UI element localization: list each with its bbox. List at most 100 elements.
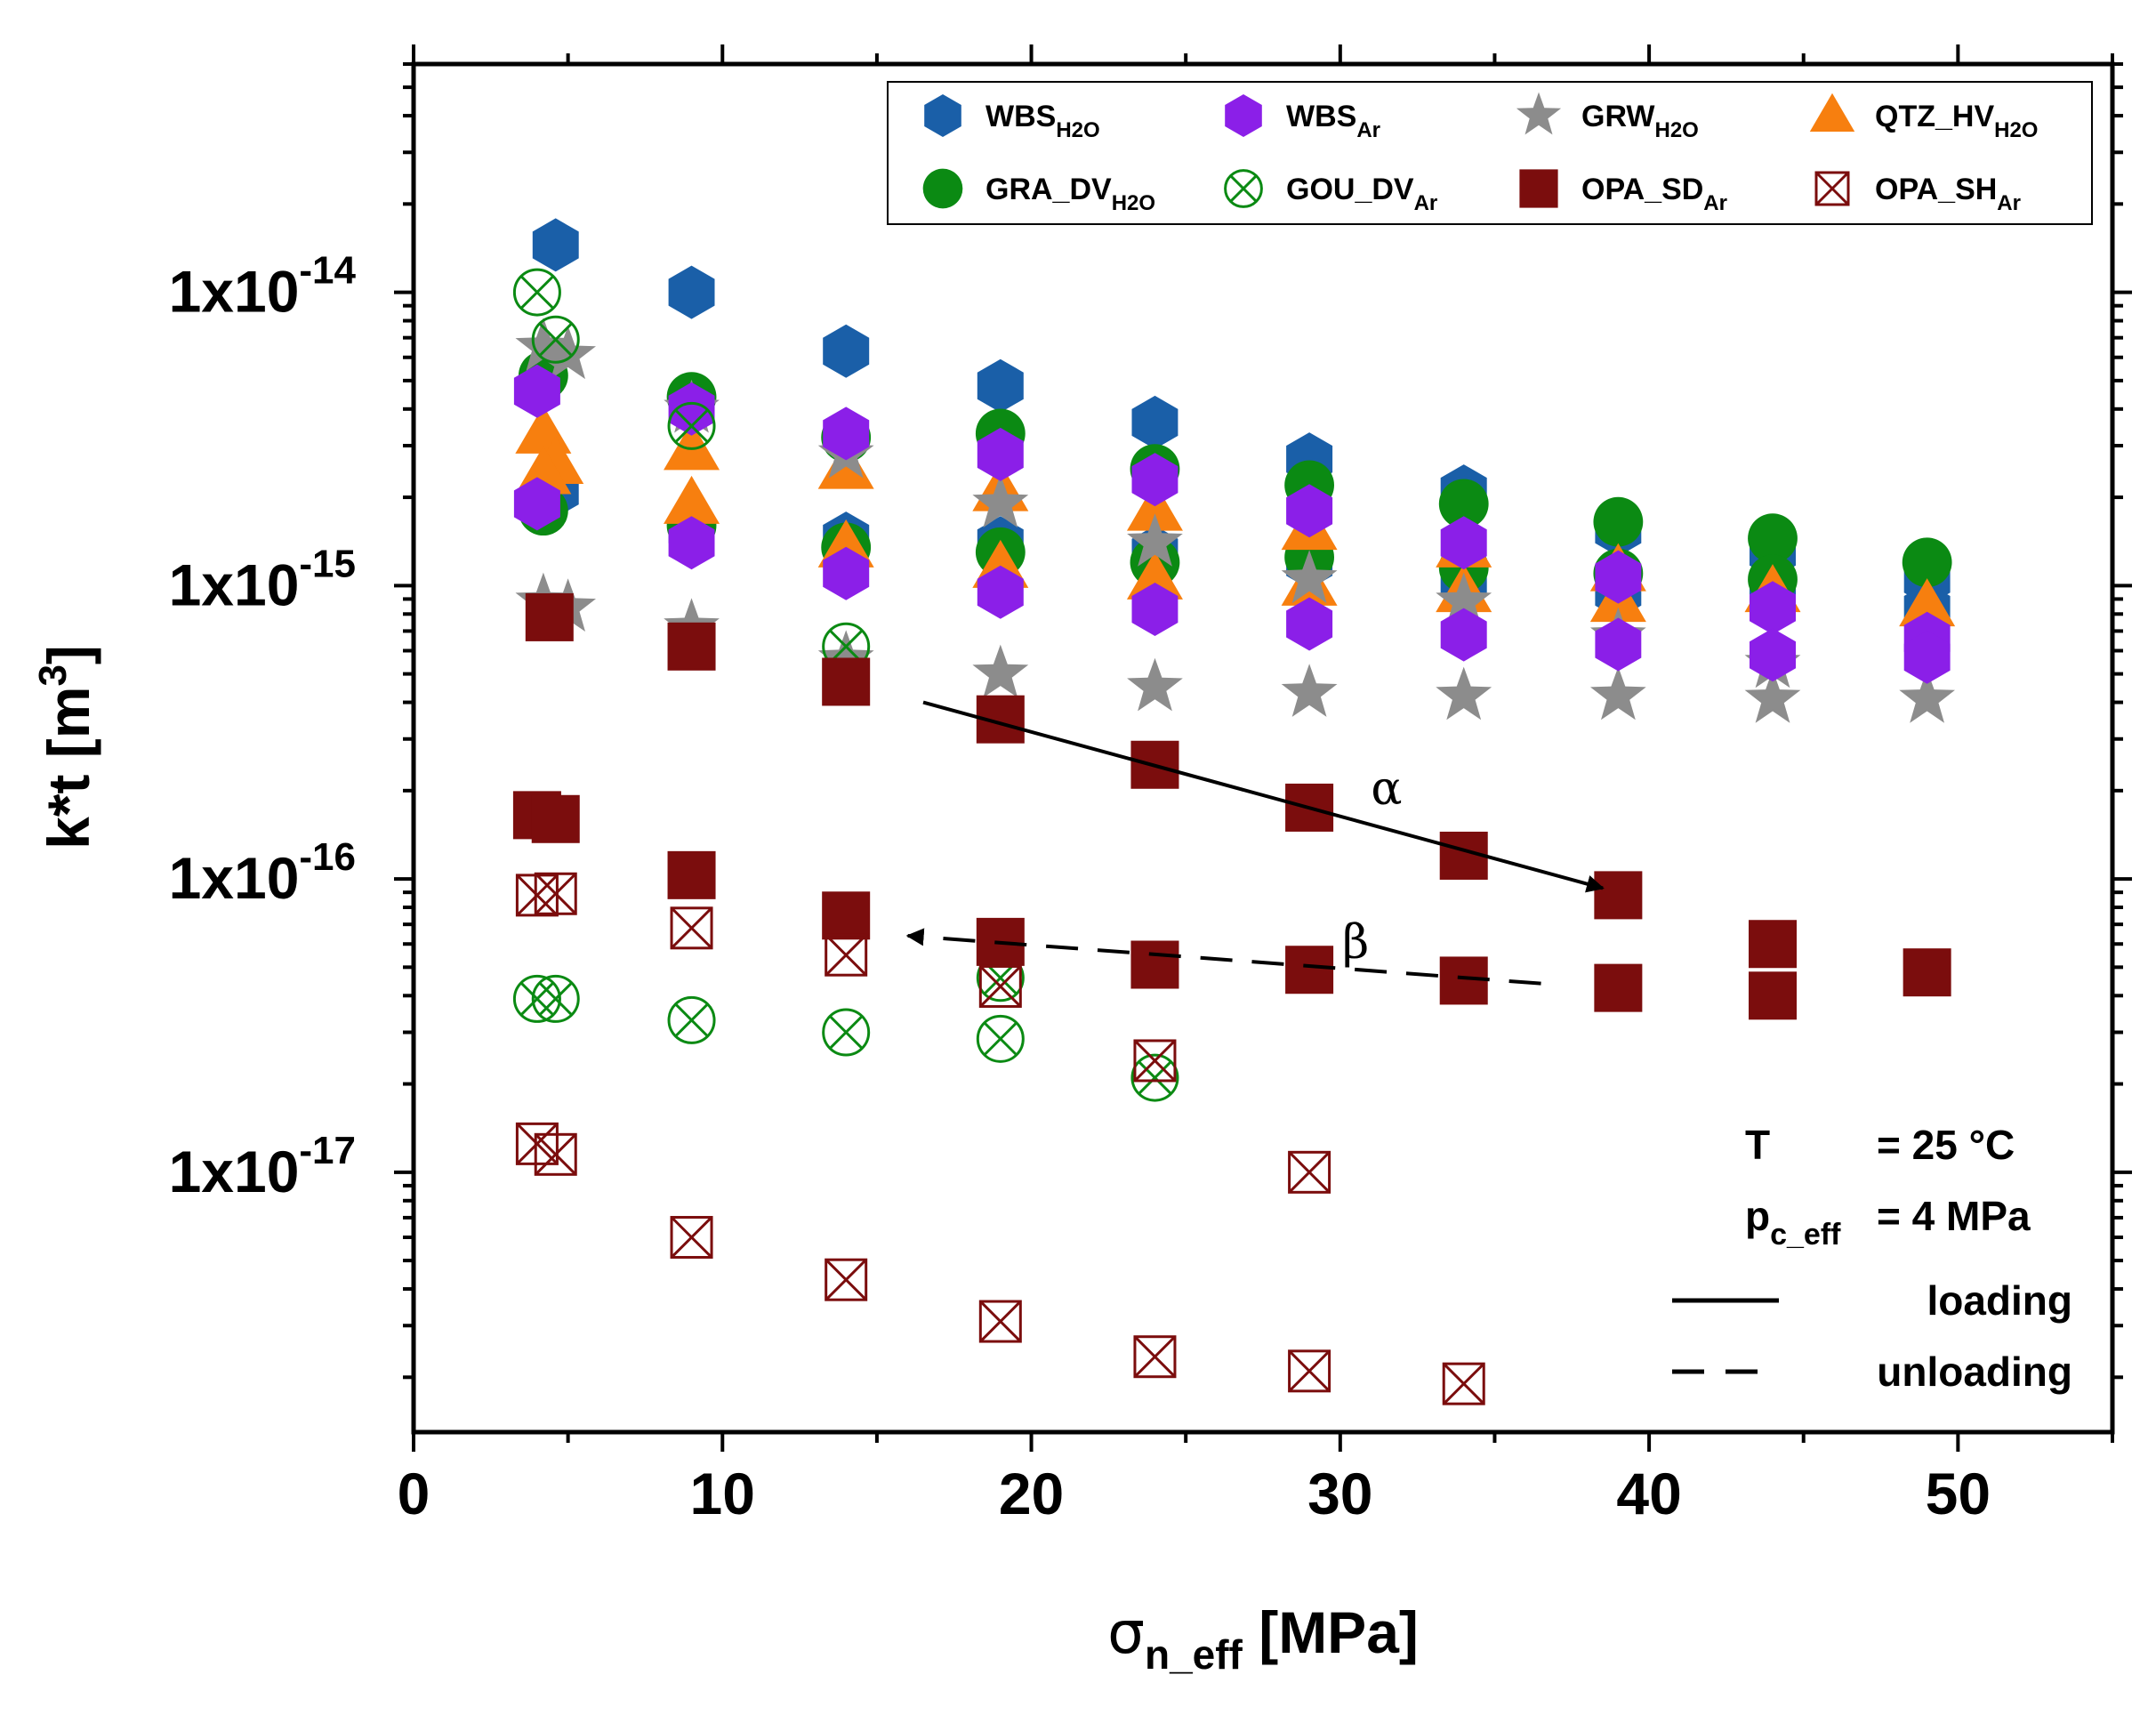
marker-cross bbox=[829, 629, 864, 664]
legend-label-wbs-ar: WBSAr bbox=[1286, 100, 1380, 142]
y-tick-label-exp: -16 bbox=[299, 835, 356, 879]
legend-item-qtz-hv-h2o: QTZ_HVH2O bbox=[1809, 93, 2038, 142]
legend-label-gou-dv-ar: GOU_DVAr bbox=[1286, 173, 1437, 215]
temp-label: T bbox=[1745, 1122, 1770, 1168]
data-point-qtz-hv-h2o bbox=[1126, 551, 1183, 600]
marker-cross bbox=[979, 1300, 1022, 1343]
data-point-opa-sh-ar bbox=[1442, 1362, 1485, 1405]
y-tick-label-exp: -17 bbox=[299, 1129, 356, 1172]
marker-cross bbox=[979, 965, 1022, 1008]
legend-marker-opa-sh-ar bbox=[1814, 171, 1850, 206]
data-point-wbs-ar bbox=[823, 407, 870, 461]
x-axis-title-main: σ bbox=[1107, 1598, 1145, 1667]
y-tick-label-exp: -14 bbox=[299, 249, 356, 293]
data-point-wbs-ar bbox=[1750, 628, 1796, 682]
data-point-wbs-ar bbox=[668, 382, 715, 436]
marker-box bbox=[1288, 1349, 1331, 1393]
legend-marker-wbs-ar bbox=[1225, 94, 1262, 137]
data-point-grw-h2o bbox=[1899, 670, 1955, 723]
legend-label-sub: Ar bbox=[1414, 191, 1438, 215]
pressure-value: = 4 MPa bbox=[1877, 1193, 2031, 1239]
y-tick-label-exp: -15 bbox=[299, 542, 356, 585]
legend-label-opa-sd-ar: OPA_SDAr bbox=[1581, 173, 1727, 215]
x-axis-title-sub: n_eff bbox=[1145, 1631, 1243, 1678]
legend-marker-wbs-h2o bbox=[924, 94, 961, 137]
data-point-opa-sh-ar bbox=[1288, 1150, 1331, 1194]
data-point-gra-dv-h2o bbox=[1593, 496, 1644, 547]
x-tick-label: 30 bbox=[1307, 1461, 1372, 1526]
arrow-label-beta: β bbox=[1342, 915, 1369, 969]
arrow-beta bbox=[905, 928, 1541, 986]
legend-label-name: GOU_DV bbox=[1286, 173, 1414, 206]
legend-item-grw-h2o: GRWH2O bbox=[1516, 92, 1699, 142]
series-opa-sd-ar bbox=[512, 592, 1951, 1020]
data-point-wbs-ar bbox=[513, 364, 560, 418]
marker-cross bbox=[538, 981, 573, 1017]
y-tick-label-base: 1x10 bbox=[169, 259, 300, 325]
data-point-opa-sd-ar bbox=[822, 657, 871, 706]
y-tick-label: 1x10-17 bbox=[169, 1129, 356, 1204]
data-point-opa-sh-ar bbox=[534, 872, 577, 915]
legend-item-wbs-ar: WBSAr bbox=[1225, 94, 1380, 142]
data-point-grw-h2o bbox=[1127, 513, 1183, 567]
series-layer bbox=[512, 218, 1956, 1405]
legend-label-opa-sh-ar: OPA_SHAr bbox=[1875, 173, 2021, 215]
data-point-grw-h2o bbox=[1744, 670, 1801, 723]
marker-ring bbox=[512, 268, 561, 317]
legend-marker-opa-sd-ar bbox=[1519, 169, 1558, 208]
data-point-opa-sd-ar bbox=[1749, 971, 1797, 1020]
data-point-wbs-h2o bbox=[977, 358, 1024, 413]
legend-label-sub: H2O bbox=[1112, 191, 1155, 215]
marker-box bbox=[978, 964, 1022, 1008]
data-point-qtz-hv-h2o bbox=[664, 475, 720, 524]
data-point-grw-h2o bbox=[1436, 572, 1492, 626]
data-point-grw-h2o bbox=[515, 318, 572, 371]
data-point-opa-sh-ar bbox=[515, 874, 559, 917]
data-point-opa-sd-ar bbox=[1130, 940, 1179, 989]
legend: WBS H2O WBSAr GRWH2O QTZ_HVH2O GRA_DVH2O GOU_D… bbox=[887, 81, 2093, 225]
marker-box bbox=[978, 1300, 1022, 1343]
data-point-wbs-ar bbox=[513, 477, 560, 531]
marker-ring bbox=[531, 315, 580, 364]
marker-box bbox=[1288, 1150, 1331, 1194]
marker-box bbox=[670, 1215, 713, 1259]
marker-cross bbox=[1229, 174, 1258, 203]
x-tick-label: 20 bbox=[999, 1461, 1064, 1526]
series-gou-dv-ar bbox=[512, 268, 1179, 1102]
marker-ring bbox=[976, 1014, 1025, 1063]
x-axis-title: σn_eff [MPa] bbox=[1107, 1598, 1419, 1678]
marker-box bbox=[1442, 1362, 1485, 1405]
marker-cross bbox=[1138, 1060, 1172, 1095]
data-point-opa-sd-ar bbox=[667, 622, 716, 671]
marker-cross bbox=[519, 981, 555, 1017]
legend-label-gra-dv-h2o: GRA_DVH2O bbox=[985, 173, 1155, 215]
legend-label-grw-h2o: GRWH2O bbox=[1581, 100, 1699, 142]
marker-cross bbox=[516, 1123, 559, 1165]
pressure-label-main: p bbox=[1745, 1193, 1770, 1239]
marker-cross bbox=[516, 874, 559, 916]
marker-box bbox=[1814, 171, 1850, 206]
y-tick-label-base: 1x10 bbox=[169, 552, 300, 617]
data-point-wbs-ar bbox=[977, 565, 1024, 619]
legend-label-name: WBS bbox=[985, 100, 1056, 133]
marker-cross bbox=[829, 1015, 864, 1050]
data-point-opa-sh-ar bbox=[1288, 1349, 1331, 1393]
marker-cross bbox=[535, 873, 577, 915]
data-point-opa-sd-ar bbox=[822, 891, 871, 940]
data-point-grw-h2o bbox=[1590, 666, 1646, 721]
data-point-opa-sh-ar bbox=[978, 1300, 1022, 1343]
line-legend-label-dashed: unloading bbox=[1877, 1349, 2072, 1395]
marker-cross bbox=[1814, 171, 1850, 206]
data-point-opa-sh-ar bbox=[825, 1258, 868, 1301]
data-point-opa-sh-ar bbox=[1133, 1039, 1177, 1083]
data-point-wbs-h2o bbox=[823, 324, 870, 378]
data-point-gou-dv-ar bbox=[667, 995, 716, 1044]
data-point-qtz-hv-h2o bbox=[664, 422, 720, 471]
legend-items: WBS H2O WBSAr GRWH2O QTZ_HVH2O GRA_DVH2O GOU_D… bbox=[922, 92, 2038, 215]
data-point-opa-sd-ar bbox=[1749, 920, 1797, 969]
series-grw-h2o bbox=[515, 318, 1955, 723]
marker-box bbox=[534, 1132, 577, 1176]
data-point-gou-dv-ar bbox=[512, 268, 561, 317]
marker-box bbox=[825, 1258, 868, 1301]
